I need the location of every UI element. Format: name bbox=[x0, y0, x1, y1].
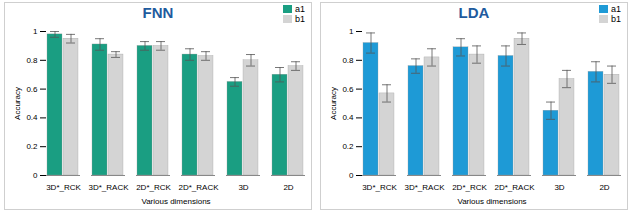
html-text:a1: a1 bbox=[611, 4, 621, 14]
svg-text:0: 0 bbox=[33, 171, 38, 180]
html-text:FNN: FNN bbox=[142, 4, 174, 21]
html-text:a1: a1 bbox=[295, 4, 305, 14]
svg-text:1: 1 bbox=[33, 27, 38, 36]
svg-text:Various dimensions: Various dimensions bbox=[141, 197, 210, 206]
svg-text:0.2: 0.2 bbox=[26, 142, 38, 151]
svg-text:2D*_RCK: 2D*_RCK bbox=[136, 183, 171, 192]
svg-text:Accuracy: Accuracy bbox=[13, 87, 22, 120]
svg-text:3D*_RCK: 3D*_RCK bbox=[46, 183, 81, 192]
svg-text:Various dimensions: Various dimensions bbox=[457, 197, 526, 206]
html-text:b1: b1 bbox=[295, 14, 305, 24]
svg-text:0.4: 0.4 bbox=[342, 113, 354, 122]
svg-text:3D*_RACK: 3D*_RACK bbox=[404, 183, 445, 192]
svg-text:0.6: 0.6 bbox=[26, 85, 38, 94]
html-text:LDA: LDA bbox=[458, 4, 490, 21]
svg-text:3D*_RACK: 3D*_RACK bbox=[88, 183, 129, 192]
svg-text:Accuracy: Accuracy bbox=[329, 87, 338, 120]
svg-text:3D*_RCK: 3D*_RCK bbox=[362, 183, 397, 192]
svg-text:2D*_RACK: 2D*_RACK bbox=[178, 183, 219, 192]
html-text:b1: b1 bbox=[611, 14, 621, 24]
svg-text:2D: 2D bbox=[599, 183, 609, 192]
svg-text:3D: 3D bbox=[554, 183, 564, 192]
svg-text:0.8: 0.8 bbox=[26, 56, 38, 65]
svg-text:2D*_RCK: 2D*_RCK bbox=[452, 183, 487, 192]
svg-text:3D: 3D bbox=[238, 183, 248, 192]
svg-text:0.8: 0.8 bbox=[342, 56, 354, 65]
svg-text:0.4: 0.4 bbox=[26, 113, 38, 122]
svg-text:0: 0 bbox=[349, 171, 354, 180]
svg-text:2D: 2D bbox=[283, 183, 293, 192]
svg-text:0.6: 0.6 bbox=[342, 85, 354, 94]
svg-text:2D*_RACK: 2D*_RACK bbox=[494, 183, 535, 192]
svg-text:1: 1 bbox=[349, 27, 354, 36]
svg-text:0.2: 0.2 bbox=[342, 142, 354, 151]
